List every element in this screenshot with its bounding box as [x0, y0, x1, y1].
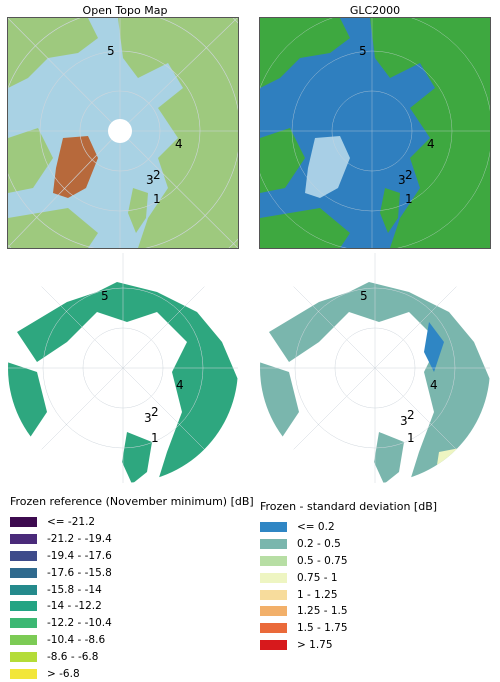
- legend-swatch: [260, 639, 287, 650]
- site-4-label: 4: [175, 137, 183, 151]
- legend-label: 0.2 - 0.5: [297, 538, 341, 551]
- legend-swatch: [260, 623, 287, 634]
- legend-items: <= 0.2 0.2 - 0.5 0.5 - 0.75 0.75 - 1 1 - 1.2…: [260, 519, 437, 653]
- legend-swatch: [10, 567, 37, 578]
- legend-label: > 1.75: [297, 638, 333, 651]
- frozen-stddev-map: 5 4 3 2 1: [260, 253, 490, 483]
- legend-swatch: [260, 606, 287, 617]
- legend-row: 0.2 - 0.5: [260, 536, 437, 553]
- legend-swatch: [10, 618, 37, 629]
- site-1-label: 1: [405, 192, 413, 206]
- legend-label: -14 - -12.2: [47, 600, 102, 613]
- frozen-stddev-map-panel: 5 4 3 2 1: [259, 252, 491, 484]
- legend-row: > -6.8: [10, 665, 254, 682]
- legend-row: 0.75 - 1: [260, 569, 437, 586]
- legend-swatch: [260, 522, 287, 533]
- legend-row: <= 0.2: [260, 519, 437, 536]
- legend-row: -15.8 - -14: [10, 581, 254, 598]
- site-2-label: 2: [151, 405, 159, 419]
- legend-swatch: [10, 534, 37, 545]
- frozen-reference-legend: Frozen reference (November minimum) [dB]…: [10, 495, 254, 682]
- legend-row: <= -21.2: [10, 514, 254, 531]
- legend-row: 1.25 - 1.5: [260, 603, 437, 620]
- legend-swatch: [10, 601, 37, 612]
- legend-row: -17.6 - -15.8: [10, 564, 254, 581]
- legend-label: -21.2 - -19.4: [47, 533, 112, 546]
- site-2-label: 2: [153, 168, 161, 182]
- legend-label: 1 - 1.25: [297, 588, 338, 601]
- legend-row: -8.6 - -6.8: [10, 648, 254, 665]
- legend-row: 0.5 - 0.75: [260, 553, 437, 570]
- site-5-label: 5: [101, 289, 109, 303]
- legend-label: -10.4 - -8.6: [47, 633, 106, 646]
- legend-label: -8.6 - -6.8: [47, 650, 99, 663]
- site-4-label: 4: [176, 378, 184, 392]
- site-2-label: 2: [407, 408, 415, 422]
- site-4-label: 4: [430, 378, 438, 392]
- frozen-reference-map: 5 4 3 2 1: [8, 253, 238, 483]
- frozen-reference-map-panel: 5 4 3 2 1: [7, 252, 239, 484]
- site-3-label: 3: [400, 414, 408, 428]
- legend-row: 1.5 - 1.75: [260, 620, 437, 637]
- legend-swatch: [260, 572, 287, 583]
- site-5-label: 5: [107, 44, 115, 58]
- site-1-label: 1: [151, 431, 159, 445]
- site-3-label: 3: [144, 411, 152, 425]
- legend-label: <= 0.2: [297, 521, 335, 534]
- legend-swatch: [10, 668, 37, 679]
- legend-row: -10.4 - -8.6: [10, 632, 254, 649]
- glc2000-map-panel: 5 4 3 2 1: [259, 17, 491, 249]
- glc2000-map: 5 4 3 2 1: [260, 18, 490, 248]
- topo-map-panel: 5 4 3 2 1: [7, 17, 239, 249]
- topo-map: 5 4 3 2 1: [8, 18, 238, 248]
- glc2000-title: GLC2000: [349, 4, 401, 17]
- legend-swatch: [260, 555, 287, 566]
- legend-label: 1.25 - 1.5: [297, 605, 348, 618]
- legend-label: -15.8 - -14: [47, 583, 102, 596]
- legend-title: Frozen reference (November minimum) [dB]: [10, 495, 254, 508]
- legend-swatch: [10, 651, 37, 662]
- legend-row: > 1.75: [260, 637, 437, 654]
- legend-swatch: [260, 589, 287, 600]
- legend-label: -17.6 - -15.8: [47, 566, 112, 579]
- site-2-label: 2: [405, 168, 413, 182]
- legend-swatch: [10, 634, 37, 645]
- legend-row: -19.4 - -17.6: [10, 548, 254, 565]
- frozen-stddev-legend: Frozen - standard deviation [dB] <= 0.2 0…: [260, 500, 437, 653]
- legend-label: > -6.8: [47, 667, 80, 680]
- legend-row: -14 - -12.2: [10, 598, 254, 615]
- site-4-label: 4: [427, 137, 435, 151]
- legend-title: Frozen - standard deviation [dB]: [260, 500, 438, 513]
- legend-swatch: [10, 550, 37, 561]
- legend-label: 1.5 - 1.75: [297, 622, 348, 635]
- legend-items: <= -21.2 -21.2 - -19.4 -19.4 - -17.6 -17.6 …: [10, 514, 254, 682]
- legend-row: -12.2 - -10.4: [10, 615, 254, 632]
- legend-swatch: [260, 539, 287, 550]
- site-3-label: 3: [146, 173, 154, 187]
- legend-swatch: [10, 584, 37, 595]
- legend-swatch: [10, 517, 37, 528]
- legend-label: -19.4 - -17.6: [47, 549, 112, 562]
- site-1-label: 1: [153, 192, 161, 206]
- topo-map-title: Open Topo Map: [82, 4, 168, 17]
- site-3-label: 3: [398, 173, 406, 187]
- site-5-label: 5: [359, 44, 367, 58]
- site-5-label: 5: [360, 289, 368, 303]
- site-1-label: 1: [407, 431, 415, 445]
- legend-row: -21.2 - -19.4: [10, 531, 254, 548]
- legend-label: 0.75 - 1: [297, 571, 338, 584]
- legend-label: 0.5 - 0.75: [297, 554, 348, 567]
- legend-label: -12.2 - -10.4: [47, 617, 112, 630]
- legend-row: 1 - 1.25: [260, 586, 437, 603]
- legend-label: <= -21.2: [47, 516, 96, 529]
